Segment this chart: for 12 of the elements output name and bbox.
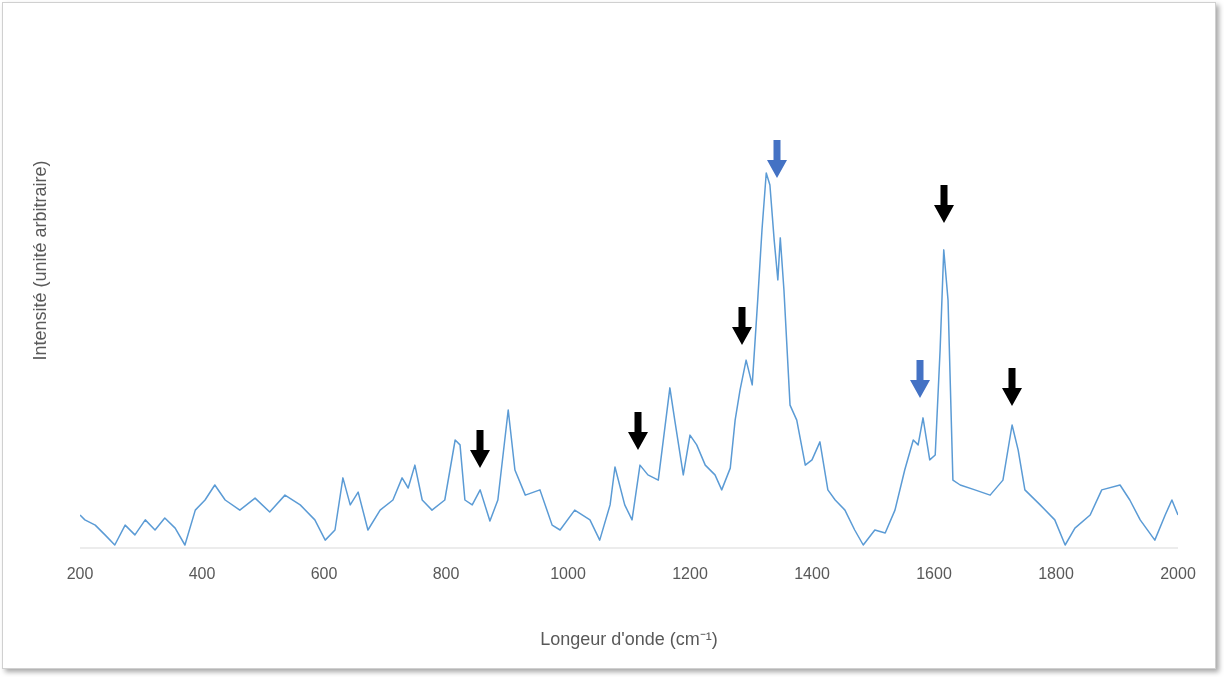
- x-tick-label: 1000: [550, 565, 586, 583]
- x-tick-label: 1400: [794, 565, 830, 583]
- x-tick-label: 1200: [672, 565, 708, 583]
- x-tick-label: 200: [66, 565, 94, 583]
- x-tick-label: 1800: [1038, 565, 1074, 583]
- x-tick-label: 400: [188, 565, 216, 583]
- y-axis-title: Intensité (unité arbitraire): [30, 160, 51, 361]
- x-tick-label: 800: [432, 565, 460, 583]
- x-tick-label: 1600: [916, 565, 952, 583]
- x-axis-title: Longeur d'onde (cm⁻¹): [540, 629, 718, 649]
- x-tick-label: 2000: [1160, 565, 1196, 583]
- x-tick-label: 600: [310, 565, 338, 583]
